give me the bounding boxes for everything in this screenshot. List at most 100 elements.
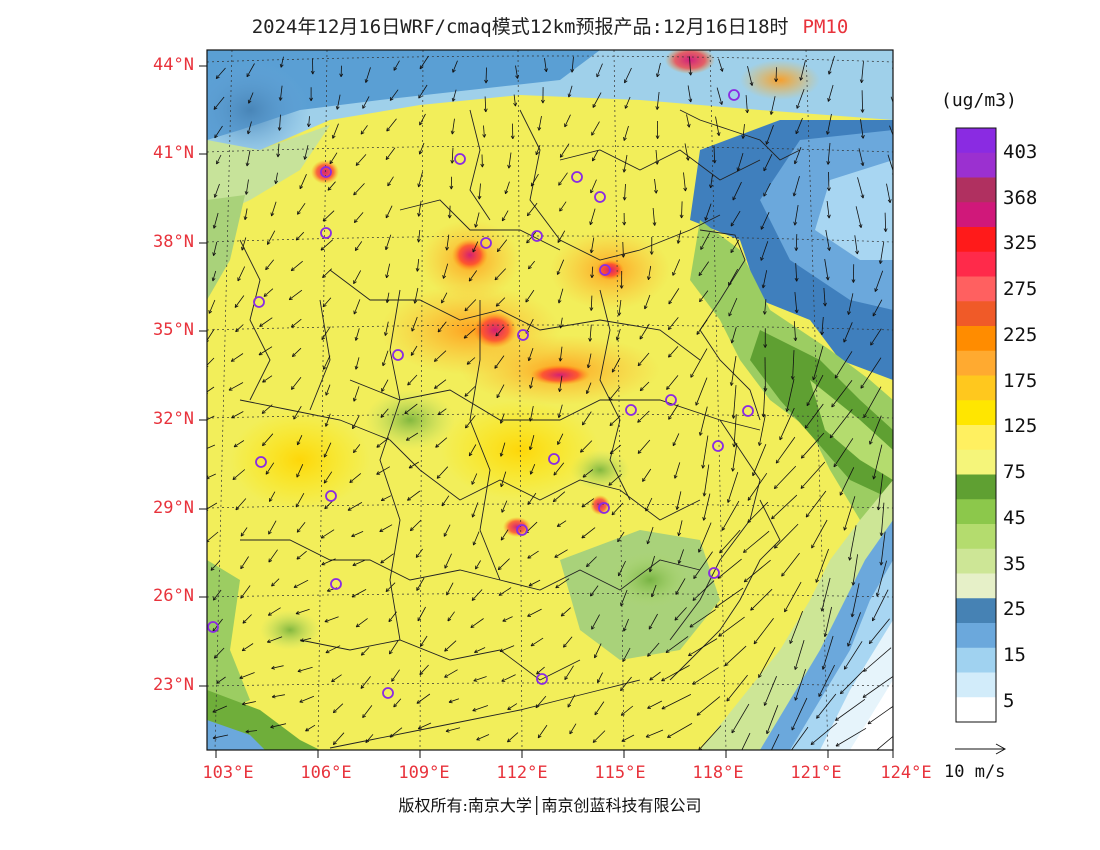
wind-arrow [743,530,770,553]
wind-arrow [267,636,283,643]
wind-arrow-head [895,111,898,114]
wind-arrow [404,403,418,415]
wind-arrow [494,355,505,369]
wind-arrow-head [351,593,356,598]
wind-arrow [214,647,225,659]
wind-arrow [213,212,219,229]
wind-arrow [668,288,680,305]
wind-arrow-head [464,307,469,312]
wind-arrow-head [270,724,274,729]
wind-arrow [393,698,402,708]
wind-arrow [500,529,509,541]
wind-arrow-head [324,422,329,427]
wind-arrow [622,647,631,662]
wind-arrow-head [386,127,391,132]
wind-arrow-head [290,267,295,272]
wind-arrow-head [352,425,356,430]
wind-arrow-head [444,564,448,569]
wind-arrow-head [728,281,732,286]
wind-arrow [293,579,309,588]
wind-scale-label: 10 m/s [944,762,1006,782]
wind-arrow-head [564,676,569,681]
wind-arrow-head [850,613,855,618]
wind-arrow [623,154,628,173]
wind-arrow-head [763,344,768,348]
wind-arrow [536,666,545,675]
wind-arrow-head [291,385,295,390]
wind-arrow-head [794,309,799,314]
wind-arrow-head [295,610,300,615]
wind-arrow-head [527,555,532,559]
wind-arrow-head [384,332,388,336]
wind-arrow-head [719,101,723,105]
wind-arrow [686,114,690,128]
wind-arrow-head [721,526,726,531]
wind-arrow [327,181,336,191]
wind-arrow [265,259,275,270]
wind-arrow [365,734,374,743]
wind-arrow-head [859,79,864,84]
wind-scale-arrow [955,743,1007,755]
wind-arrow [840,670,864,695]
wind-arrow-head [385,214,390,219]
wind-arrow-head [812,376,816,381]
wind-arrow-head [274,180,279,184]
wind-arrow [876,560,887,597]
wind-arrow-head [674,616,679,621]
wind-arrow [380,408,389,418]
wind-arrow-head [563,643,567,648]
wind-arrow [418,722,432,730]
wind-arrow-head [667,326,672,330]
wind-arrow-head [410,351,415,356]
wind-arrow-head [347,507,352,511]
wind-arrow-head [495,302,500,307]
wind-arrow [241,237,247,251]
wind-arrow [861,90,863,113]
lat-label-32: 32°N [153,409,194,429]
wind-arrow-head [241,246,245,251]
wind-arrow-head [449,185,454,190]
wind-arrow-head [620,602,624,607]
lat-label-44: 44°N [153,55,194,75]
wind-arrow-head [325,391,329,396]
wind-arrow [212,270,217,282]
wind-arrow-head [267,639,271,643]
wind-arrow-head [835,742,840,747]
wind-arrow-head [689,623,694,628]
wind-arrow-head [826,130,830,135]
wind-arrow-head [482,134,487,138]
wind-arrow [624,183,626,201]
wind-arrow-head [416,700,421,704]
wind-arrow [279,114,281,131]
wind-arrow [766,705,779,734]
wind-arrow-head [666,386,670,390]
wind-arrow [474,647,486,653]
wind-arrow [329,152,338,165]
wind-arrow-head [589,307,594,311]
wind-arrow-head [437,411,442,416]
wind-arrow-head [554,554,559,558]
wind-arrow-head [555,584,560,589]
wind-arrow-head [452,68,456,73]
wind-arrow [322,210,335,222]
wind-arrow-head [779,436,783,441]
wind-arrow-head [581,503,586,508]
wind-arrow [552,491,566,503]
wind-arrow [355,328,360,341]
lat-ticks [199,65,207,687]
wind-arrow-head [501,217,506,222]
wind-arrow [558,172,568,186]
wind-arrow [466,357,476,365]
wind-arrow [831,380,853,408]
wind-arrow [698,261,710,276]
wind-arrow-head [661,677,666,682]
wind-arrow [642,468,652,482]
wind-arrow [441,495,450,507]
wind-arrow-head [646,540,651,545]
wind-arrow [852,554,858,586]
wind-arrow-head [690,373,694,378]
wind-arrow [406,432,419,441]
wind-arrow [240,556,249,570]
wind-arrow [240,527,248,537]
wind-arrow [215,67,226,79]
